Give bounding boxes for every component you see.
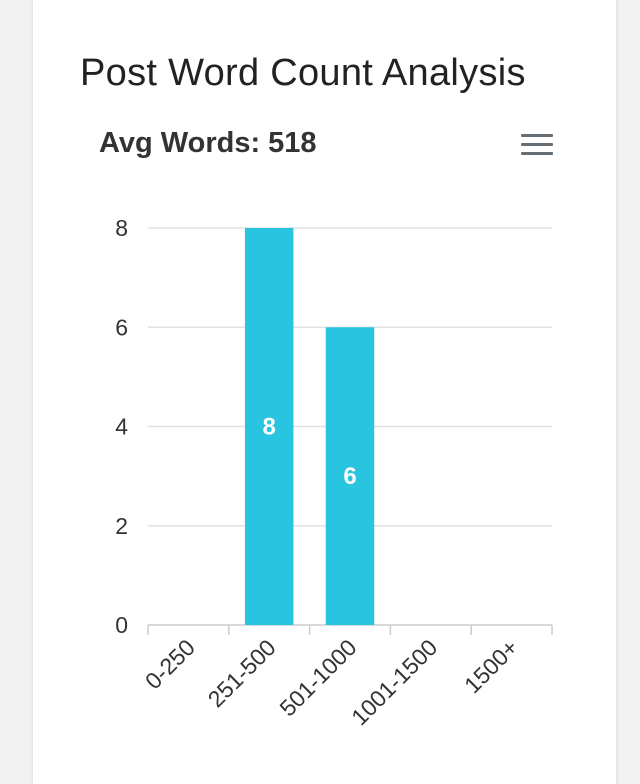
x-tick-label: 251-500 (203, 634, 281, 712)
bar-data-label: 6 (343, 463, 356, 490)
y-tick-label: 8 (115, 215, 128, 241)
y-tick-label: 4 (115, 414, 128, 440)
x-tick-label: 0-250 (140, 634, 200, 694)
bar-data-label: 8 (263, 414, 276, 441)
x-tick-label: 1001-1500 (346, 634, 442, 730)
hamburger-menu-icon[interactable] (521, 134, 553, 156)
x-tick-label: 1500+ (459, 634, 523, 698)
x-tick-label: 501-1000 (274, 634, 361, 721)
y-tick-label: 0 (115, 612, 128, 638)
bar (244, 228, 294, 625)
bar (325, 327, 375, 625)
chart-card: Post Word Count Analysis Avg Words: 518 … (33, 0, 616, 784)
chart-subtitle: Avg Words: 518 (99, 127, 317, 159)
card-title: Post Word Count Analysis (80, 52, 526, 94)
y-tick-label: 6 (115, 314, 128, 340)
y-tick-label: 2 (115, 513, 128, 539)
